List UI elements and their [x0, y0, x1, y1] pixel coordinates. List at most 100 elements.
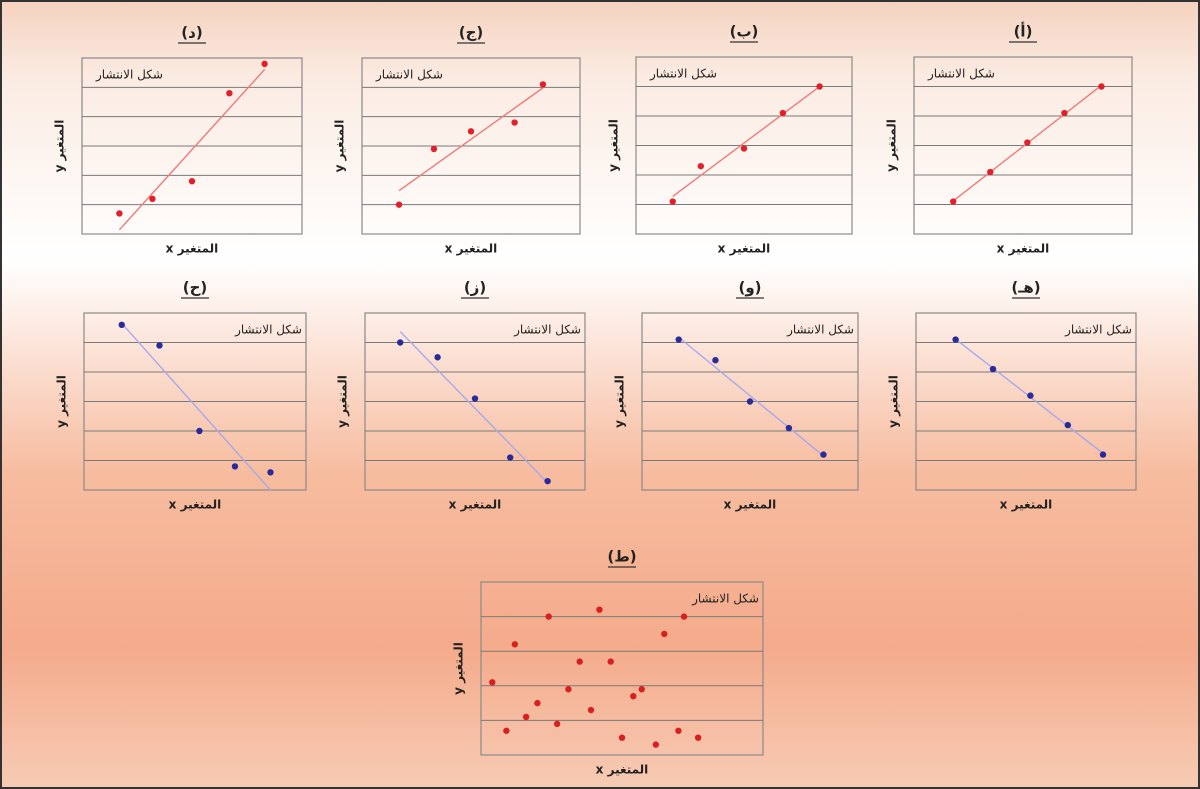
scatter-point	[430, 145, 438, 153]
scatter-point	[489, 679, 496, 686]
y-axis-label: المتغير y	[607, 119, 621, 172]
scatter-point	[231, 463, 239, 470]
chart-title: شكل الانتشار	[691, 592, 759, 607]
y-axis-label: المتغير y	[336, 375, 350, 428]
scatter-point	[950, 198, 957, 205]
scatter-point	[539, 81, 547, 88]
scatter-point	[816, 83, 823, 90]
trend-line	[398, 87, 544, 192]
x-axis-label: المتغير x	[596, 763, 649, 777]
scatter-point	[779, 109, 787, 117]
x-axis-label: المتغير x	[1000, 498, 1053, 512]
scatter-point	[675, 336, 682, 343]
scatter-point	[261, 60, 268, 68]
y-axis-label: المتغير y	[885, 119, 899, 172]
scatter-point	[188, 178, 196, 185]
scatter-point	[507, 454, 514, 461]
y-axis-label: المتغير y	[333, 120, 347, 173]
x-axis-label: المتغير x	[169, 498, 222, 512]
scatter-point	[267, 469, 274, 476]
scatter-point	[534, 699, 541, 707]
scatter-point	[545, 613, 552, 620]
scatter-point	[680, 613, 688, 620]
chart-title: شكل الانتشار	[234, 323, 302, 338]
scatter-point	[740, 145, 748, 152]
scatter-point	[467, 128, 475, 135]
trend-line	[118, 68, 266, 231]
y-axis-label: المتغير y	[53, 120, 67, 173]
scatter-point	[503, 727, 510, 734]
x-axis-label: المتغير x	[724, 498, 777, 512]
scatter-point	[1099, 451, 1107, 458]
chart-title: شكل الانتشار	[375, 68, 443, 83]
chart-label: (أ)	[1014, 22, 1033, 41]
chart-label: (و)	[738, 279, 761, 297]
scatter-point	[522, 713, 530, 721]
scatter-point	[712, 357, 719, 364]
scatter-point	[630, 692, 637, 700]
chart-label: (د)	[181, 24, 202, 42]
x-axis-label: المتغير x	[997, 242, 1050, 256]
scatter-point	[638, 686, 645, 693]
y-axis-label: المتغير y	[452, 642, 466, 695]
scatter-point	[675, 727, 682, 734]
scatter-point	[661, 630, 668, 638]
chart-label: (هـ)	[1011, 279, 1040, 297]
scatter-point	[226, 90, 233, 97]
scatter-point	[116, 210, 123, 217]
y-axis-label: المتغير y	[613, 375, 627, 428]
scatter-point	[587, 706, 595, 714]
scatter-point	[196, 427, 203, 435]
trend-line	[399, 331, 549, 484]
scatter-point	[544, 477, 551, 485]
scatter-point	[471, 395, 479, 402]
scatter-point	[987, 168, 994, 176]
chart-title: شكل الانتشار	[786, 323, 854, 338]
scatter-point	[820, 451, 827, 458]
scatter-point	[553, 720, 561, 728]
scatter-point	[746, 398, 754, 405]
scatter-point	[952, 336, 959, 343]
chart-title: شكل الانتشار	[649, 67, 717, 82]
scatter-point	[1098, 83, 1105, 90]
chart-title: شكل الانتشار	[513, 323, 581, 338]
scatter-point	[1061, 109, 1068, 117]
plot-frame	[480, 581, 764, 756]
chart-label: (ب)	[730, 23, 759, 41]
chart-label: (ح)	[183, 279, 208, 297]
scatter-point	[607, 658, 614, 665]
scatter-point	[397, 339, 404, 346]
scatter-point	[1027, 392, 1034, 399]
chart-title: شكل الانتشار	[927, 67, 995, 82]
scatter-point	[1064, 421, 1072, 429]
scatter-point	[697, 162, 704, 170]
x-axis-label: المتغير x	[449, 498, 502, 512]
scatter-point	[118, 321, 125, 328]
y-axis-label: المتغير y	[55, 375, 69, 428]
trend-line	[672, 85, 821, 198]
scatter-point	[669, 198, 676, 205]
chart-label: (ط)	[607, 548, 636, 566]
scatter-point	[149, 195, 156, 202]
scatter-point	[565, 686, 572, 693]
scatter-point	[1024, 139, 1031, 146]
scatter-point	[694, 734, 702, 741]
x-axis-label: المتغير x	[166, 242, 219, 256]
chart-title: شكل الانتشار	[1064, 323, 1132, 338]
scatter-point	[596, 606, 603, 613]
chart-label: (ج)	[459, 24, 484, 42]
scatter-point	[511, 119, 518, 126]
y-axis-label: المتغير y	[887, 375, 901, 428]
scatter-point	[511, 641, 519, 648]
scatter-point	[395, 201, 403, 208]
x-axis-label: المتغير x	[718, 242, 771, 256]
trend-line	[121, 322, 272, 491]
scatter-point	[652, 741, 660, 748]
scatter-point	[618, 734, 626, 741]
scatter-point	[156, 342, 163, 349]
scatter-point	[576, 658, 583, 665]
trend-line	[678, 336, 824, 457]
chart-label: (ز)	[464, 279, 486, 297]
scatter-point	[989, 365, 997, 373]
